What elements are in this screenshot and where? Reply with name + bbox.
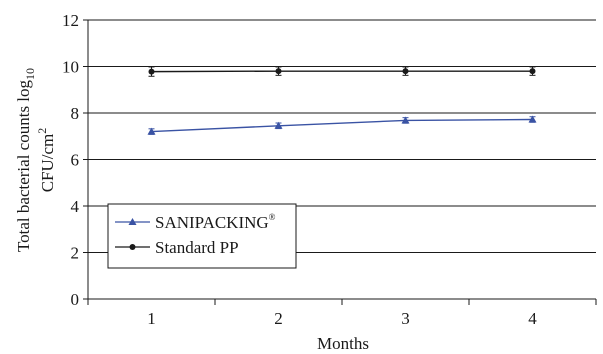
y-tick-label-12: 12: [62, 11, 79, 30]
legend-label-sanipacking: SANIPACKING®: [155, 212, 276, 232]
data-point-0-2: [401, 116, 410, 124]
y-tick-labels: 0 2 4 6 8 10 12: [62, 11, 80, 309]
data-point-0-1: [274, 121, 283, 129]
y-axis-label-line2: CFU/cm2: [35, 128, 57, 193]
y-axis-label-line1: Total bacterial counts log10: [14, 68, 37, 252]
legend: SANIPACKING® Standard PP: [107, 203, 297, 269]
legend-label-standard-pp: Standard PP: [155, 238, 239, 257]
y-axis-label: Total bacterial counts log10 CFU/cm2: [14, 68, 57, 252]
legend-marker-circle-icon: [129, 244, 136, 250]
data-point-1-3: [529, 68, 536, 75]
data-point-0-0: [147, 127, 156, 135]
legend-item-standard-pp: Standard PP: [115, 238, 239, 257]
legend-item-sanipacking: SANIPACKING®: [115, 212, 276, 232]
legend-marker-triangle-icon: [128, 218, 137, 225]
x-tick-label-4: 4: [528, 309, 537, 328]
legend-registered-mark: ®: [269, 212, 276, 222]
x-tick-labels: 1 2 3 4: [147, 309, 537, 328]
y-axis-label-line1-text: Total bacterial counts log: [14, 79, 33, 252]
series-1: [148, 66, 536, 77]
y-tick-label-10: 10: [62, 58, 79, 77]
legend-box: [107, 203, 297, 269]
x-tick-label-2: 2: [274, 309, 283, 328]
y-tick-label-6: 6: [71, 151, 80, 170]
y-axis-label-superscript: 2: [35, 128, 49, 134]
data-point-1-1: [275, 68, 282, 75]
axes: [83, 19, 597, 305]
x-axis-label: Months: [317, 334, 369, 353]
series: [147, 66, 537, 135]
y-tick-label-8: 8: [71, 104, 80, 123]
series-line-0: [151, 118, 533, 133]
y-tick-label-0: 0: [71, 290, 80, 309]
y-axis-label-subscript: 10: [23, 68, 37, 80]
y-tick-label-4: 4: [71, 197, 80, 216]
y-tick-label-2: 2: [71, 244, 80, 263]
x-tick-label-3: 3: [401, 309, 410, 328]
legend-label-sanipacking-text: SANIPACKING: [155, 213, 269, 232]
series-0: [147, 115, 537, 135]
x-tick-label-1: 1: [147, 309, 156, 328]
data-point-1-0: [148, 68, 155, 75]
y-axis-label-line2-text: CFU/cm: [38, 134, 57, 193]
data-point-1-2: [402, 68, 409, 75]
data-point-0-3: [528, 115, 537, 123]
